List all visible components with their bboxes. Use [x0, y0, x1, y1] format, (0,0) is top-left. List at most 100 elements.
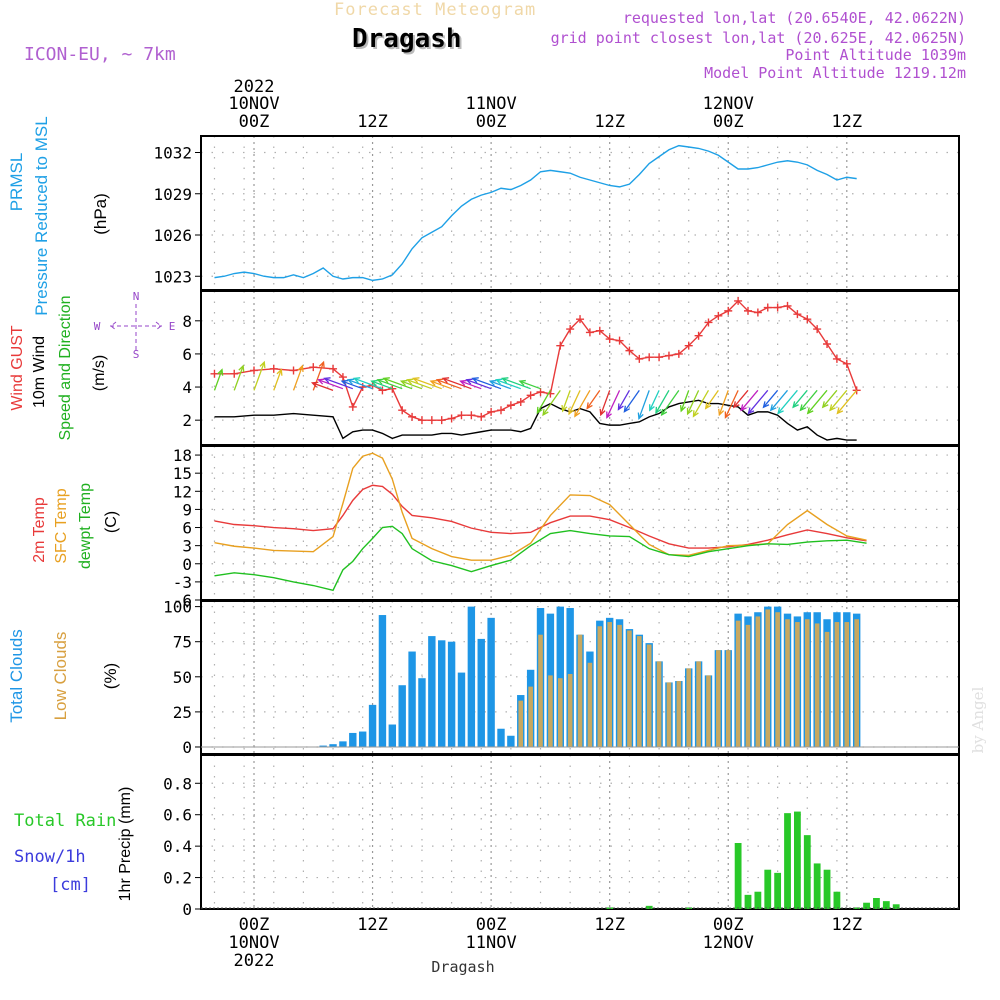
wind-arrow-head: [623, 405, 630, 413]
y-tick-label: 0.4: [163, 837, 192, 856]
low-cloud-bar: [587, 662, 593, 747]
rain-bar: [794, 811, 801, 909]
wind-arrow-head: [323, 377, 331, 384]
total-cloud-bar: [408, 651, 416, 747]
gust-marker: [803, 315, 812, 324]
wind-arrow-head: [297, 364, 304, 372]
wind-arrow-head: [732, 401, 740, 409]
clouds-panel: 0 25 50 75 100 Total Clouds Low Clouds (%): [7, 598, 960, 757]
wind-arrow-head: [829, 404, 836, 412]
total-cloud-bar: [497, 728, 505, 747]
panel-frame: [200, 445, 960, 601]
model-altitude: Model Point Altitude 1219.12m: [704, 64, 966, 82]
wind-arrow-head: [586, 402, 593, 410]
rain-bar: [734, 843, 742, 909]
wind-arrow-head: [724, 411, 731, 419]
rain-bar: [873, 898, 880, 909]
gust-marker: [427, 416, 436, 425]
legend-snow-unit: [cm]: [50, 875, 91, 895]
wind-arrow: [383, 377, 413, 390]
low-cloud-bar: [765, 609, 771, 747]
wind-arrow: [718, 390, 729, 416]
bottom-tick-label: 12Z: [357, 915, 388, 935]
wind-arrow: [496, 379, 521, 390]
y-tick-label: -3: [173, 573, 192, 592]
gust-marker: [645, 353, 654, 362]
wind-arrow: [770, 389, 789, 411]
total-cloud-bar: [388, 724, 397, 747]
total-cloud-bar: [418, 678, 426, 747]
wind-arrow: [705, 389, 719, 409]
low-cloud-bar: [745, 624, 751, 747]
super-title: Forecast Meteogram: [334, 0, 537, 20]
wind-arrow-head: [276, 368, 283, 376]
wind-arrow-head: [382, 377, 390, 384]
y-tick-label: 2: [182, 411, 192, 430]
gust-marker: [813, 325, 822, 334]
wind-arrow-head: [238, 364, 245, 372]
y-tick-label: 0: [182, 900, 192, 919]
y-label-direction: Speed and Direction: [57, 296, 74, 441]
gust-marker: [437, 416, 446, 425]
gust-marker: [417, 416, 426, 425]
watermark: by Angel: [969, 686, 987, 753]
gust-marker: [398, 406, 407, 415]
total-cloud-bar: [378, 615, 387, 747]
bottom-tick-label: 11NOV: [466, 933, 517, 953]
low-cloud-bar: [735, 620, 741, 747]
wind-arrow: [807, 389, 828, 414]
gust-marker: [289, 366, 298, 375]
wind-arrow: [436, 379, 462, 390]
wind-arrow: [733, 389, 749, 408]
y-tick-label: 8: [182, 312, 192, 331]
y-tick-label: 75: [173, 633, 192, 652]
gust-marker: [526, 391, 535, 400]
gust-line: [214, 299, 858, 421]
top-tick-label: 00Z: [713, 112, 744, 132]
low-cloud-bar: [548, 675, 553, 747]
wind-arrow: [836, 389, 858, 414]
wind-arrow: [724, 390, 739, 418]
gust-marker: [605, 335, 614, 344]
rain-bar: [784, 813, 791, 909]
wind-arrow-head: [518, 379, 526, 386]
gust-marker: [763, 303, 772, 312]
gust-marker: [487, 407, 496, 416]
gust-marker: [595, 326, 604, 335]
wind-arrow: [401, 380, 423, 390]
rain-bar: [803, 835, 811, 909]
rain-bar: [882, 901, 890, 909]
wind-arrow: [489, 380, 512, 390]
wind-arrow: [562, 390, 571, 412]
low-cloud-bar: [666, 682, 672, 747]
wind-arrow: [519, 380, 541, 390]
bottom-tick-label: 00Z: [239, 915, 270, 935]
wind-arrow: [324, 377, 354, 390]
wind-arrow-head: [836, 407, 844, 415]
y-unit-ms: (m/s): [91, 355, 108, 391]
wind-arrow-head: [821, 401, 829, 409]
wind-arrow: [661, 389, 680, 416]
y-label-precip: 1hr Precip (mm): [117, 787, 134, 902]
wind-arrow: [213, 369, 223, 391]
low-cloud-bar: [844, 622, 850, 747]
wind-arrow: [822, 389, 838, 408]
wind-arrow: [472, 377, 502, 390]
wind-arrow: [407, 379, 433, 390]
y-tick-label: 1029: [153, 185, 192, 204]
wind-arrow: [649, 390, 660, 411]
low-cloud-bar: [696, 661, 701, 747]
gust-marker: [457, 411, 466, 420]
wind-arrow: [354, 377, 383, 390]
wind-arrow: [829, 389, 848, 411]
wind-arrow-head: [686, 407, 693, 416]
wind-arrow: [466, 379, 492, 390]
total-cloud-bar: [507, 735, 515, 747]
gust-marker: [497, 406, 505, 415]
wind-arrow-head: [574, 410, 581, 418]
gust-marker: [269, 364, 278, 373]
wind-arrow-head: [679, 404, 686, 413]
y-tick-label: 0.2: [163, 869, 192, 888]
gust-marker: [664, 351, 673, 360]
gust-marker: [793, 310, 802, 319]
